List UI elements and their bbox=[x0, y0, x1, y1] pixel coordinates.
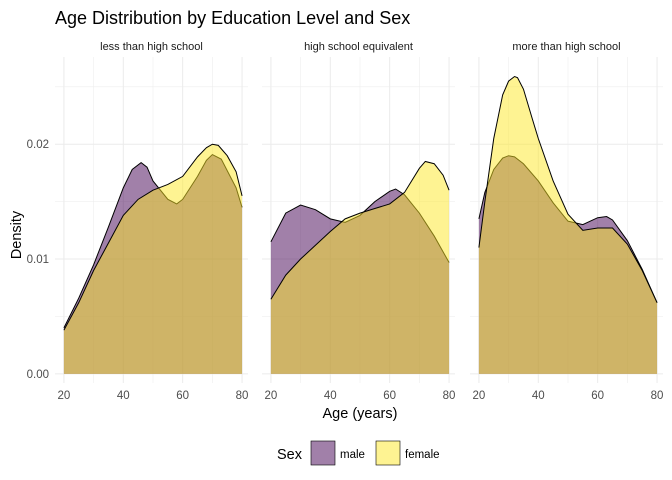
legend-label-male: male bbox=[340, 449, 365, 461]
density-area-female bbox=[478, 76, 658, 374]
legend: Sex male female bbox=[277, 440, 440, 466]
density-area-female bbox=[270, 161, 450, 374]
density-line-female bbox=[270, 160, 450, 300]
x-tick-label: 20 bbox=[265, 390, 278, 402]
density-line-female bbox=[478, 75, 658, 303]
y-tick-label: 0.00 bbox=[27, 369, 49, 381]
legend-key-female bbox=[375, 440, 401, 466]
y-tick-label: 0.01 bbox=[27, 254, 49, 266]
facet-strip-label: more than high school bbox=[512, 41, 620, 53]
x-tick-label: 40 bbox=[532, 390, 545, 402]
facet-strip-label: high school equivalent bbox=[304, 41, 413, 53]
x-axis-title: Age (years) bbox=[323, 406, 398, 422]
x-tick-label: 60 bbox=[383, 390, 396, 402]
x-tick-label: 40 bbox=[324, 390, 337, 402]
panel-3: more than high school 20 40 60 80 bbox=[470, 41, 663, 402]
x-tick-label: 40 bbox=[117, 390, 130, 402]
x-tick-label: 60 bbox=[176, 390, 189, 402]
density-line-female bbox=[63, 143, 243, 331]
x-tick-label: 60 bbox=[591, 390, 604, 402]
x-tick-label: 80 bbox=[651, 390, 664, 402]
y-tick-label: 0.02 bbox=[27, 139, 49, 151]
y-axis-title: Density bbox=[9, 210, 25, 259]
x-tick-label: 80 bbox=[236, 390, 249, 402]
panel-2: high school equivalent 20 40 60 80 bbox=[262, 41, 455, 402]
legend-key-male bbox=[310, 440, 336, 466]
x-tick-label: 20 bbox=[58, 390, 71, 402]
legend-label-female: female bbox=[405, 449, 440, 461]
facet-strip-label: less than high school bbox=[100, 41, 203, 53]
panel-1: less than high school 20 40 60 80 bbox=[55, 41, 248, 402]
legend-title: Sex bbox=[277, 447, 303, 463]
density-area-female bbox=[63, 144, 243, 374]
x-tick-label: 20 bbox=[473, 390, 486, 402]
chart-title: Age Distribution by Education Level and … bbox=[55, 8, 410, 28]
x-tick-label: 80 bbox=[443, 390, 456, 402]
